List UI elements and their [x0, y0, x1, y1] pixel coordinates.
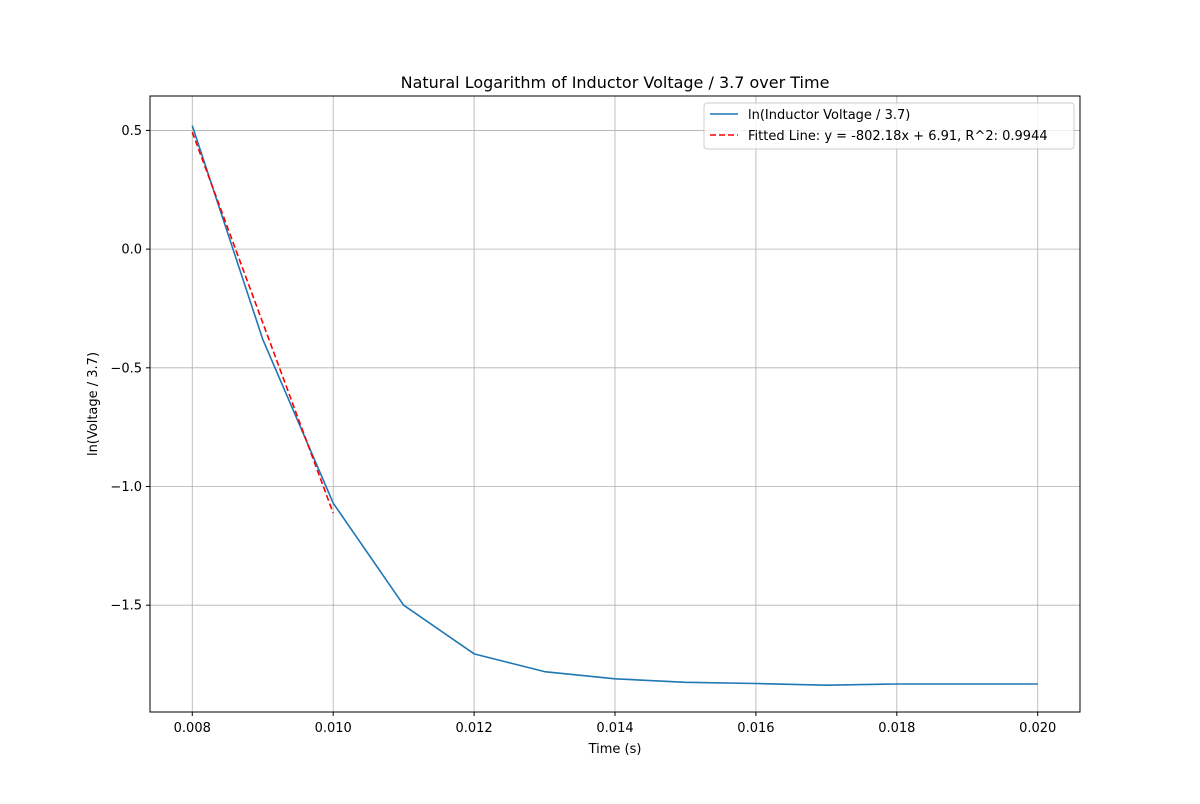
axis-ticks: 0.008 0.010 0.012 0.014 0.016 0.018 0.020 0.5 0.… [110, 124, 1056, 736]
series-line-fit [191, 131, 334, 514]
x-tick-label: 0.018 [878, 721, 915, 736]
y-tick-label: 0.5 [121, 124, 142, 139]
chart-title: Natural Logarithm of Inductor Voltage / … [401, 73, 830, 92]
y-tick-label: −1.0 [110, 480, 142, 495]
x-axis-label: Time (s) [588, 742, 642, 757]
legend-label-fit: Fitted Line: y = -802.18x + 6.91, R^2: 0… [748, 129, 1048, 144]
x-tick-label: 0.016 [737, 721, 774, 736]
legend-box [703, 102, 1075, 150]
x-tick-label: 0.014 [596, 721, 633, 736]
y-tick-label: 0.0 [121, 243, 142, 258]
x-tick-label: 0.012 [455, 721, 492, 736]
x-tick-label: 0.010 [315, 721, 352, 736]
y-tick-label: −0.5 [110, 361, 142, 376]
legend-label-measured: ln(Inductor Voltage / 3.7) [748, 108, 910, 123]
grid-lines [150, 96, 1080, 712]
legend: ln(Inductor Voltage / 3.7) Fitted Line: … [703, 102, 1075, 150]
x-tick-label: 0.008 [174, 721, 211, 736]
x-tick-label: 0.020 [1019, 721, 1056, 736]
y-axis-label: ln(Voltage / 3.7) [86, 352, 101, 456]
series-line-measured [191, 125, 1038, 686]
plot-series [191, 125, 1038, 686]
y-tick-label: −1.5 [110, 599, 142, 614]
